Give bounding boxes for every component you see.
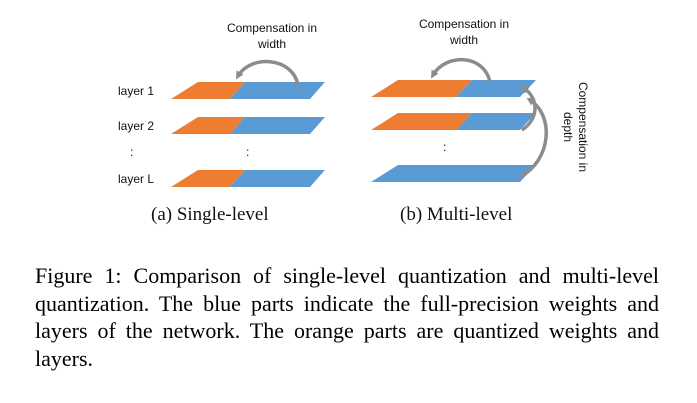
full-precision-part <box>230 170 325 187</box>
multi-layer-L <box>371 165 536 182</box>
layer-2-label: layer 2 <box>118 119 155 133</box>
depth-compensation-label: Compensation in depth <box>560 72 590 182</box>
single-layer-2 <box>171 117 325 134</box>
full-precision-part <box>371 165 536 182</box>
width-compensation-arrow-a <box>236 59 300 86</box>
layer-ellipsis-b: : <box>443 140 447 154</box>
full-precision-part <box>230 82 325 99</box>
quantized-part <box>171 82 245 99</box>
multi-layer-2 <box>371 113 536 130</box>
quantized-part <box>371 80 472 97</box>
label-line-2: width <box>449 33 478 47</box>
full-precision-part <box>456 113 536 130</box>
width-compensation-arrow-b <box>430 58 492 83</box>
figure-area: Compensation in width layer 1 layer 2 : … <box>118 16 590 225</box>
label-line-2: width <box>257 37 286 51</box>
width-compensation-label-b: Compensation in width <box>404 16 524 48</box>
label-line-1: Compensation in <box>418 17 510 31</box>
subcaption-b: (b) Multi-level <box>400 204 513 225</box>
layer-ellipsis-label: : <box>130 145 134 159</box>
layer-L-label: layer L <box>118 172 155 186</box>
figure-graphics <box>171 58 548 187</box>
label-line-2: depth <box>561 111 575 143</box>
full-precision-part <box>230 117 325 134</box>
subcaption-a: (a) Single-level <box>151 204 269 225</box>
label-line-1: Compensation in <box>226 21 318 35</box>
label-line-1: Compensation in <box>576 81 590 173</box>
single-layer-1 <box>171 82 325 99</box>
quantized-part <box>171 117 245 134</box>
quantized-part <box>171 170 245 187</box>
multi-layer-1 <box>371 80 536 97</box>
layer-1-label: layer 1 <box>118 84 155 98</box>
layer-ellipsis-a: : <box>246 145 250 159</box>
depth-compensation-arrow-1 <box>519 97 548 179</box>
full-precision-part <box>456 80 536 97</box>
width-compensation-label-a: Compensation in width <box>212 20 332 52</box>
quantized-part <box>371 113 472 130</box>
depth-compensation-arrow-2 <box>520 85 537 132</box>
figure-caption: Figure 1: Comparison of single-level qua… <box>35 263 659 371</box>
single-layer-L <box>171 170 325 187</box>
